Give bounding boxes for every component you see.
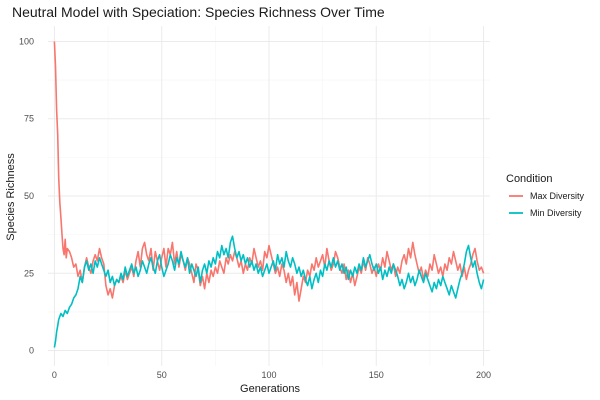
x-axis-ticks: 0 50 100 150 200 [52,370,491,380]
x-tick-label: 100 [261,370,276,380]
y-axis-title: Species Richness [5,153,17,241]
legend: Condition Max Diversity Min Diversity [506,173,585,218]
y-tick-label: 0 [29,346,34,356]
x-tick-label: 0 [52,370,57,380]
y-tick-label: 25 [24,268,34,278]
x-tick-label: 50 [157,370,167,380]
plot-gridlines [48,26,490,366]
chart-title: Neutral Model with Speciation: Species R… [12,4,385,20]
legend-label-max-diversity: Max Diversity [530,191,585,201]
x-tick-label: 150 [369,370,384,380]
legend-label-min-diversity: Min Diversity [530,208,582,218]
x-tick-label: 200 [476,370,491,380]
legend-items: Max Diversity Min Diversity [509,191,585,218]
series-line-min-diversity [53,235,485,348]
y-axis-ticks: 0 25 50 75 100 [19,36,34,355]
x-axis-title: Generations [240,383,300,395]
y-tick-label: 100 [19,36,34,46]
y-tick-label: 75 [24,114,34,124]
plot-series [53,41,485,348]
y-tick-label: 50 [24,191,34,201]
legend-title: Condition [506,173,552,185]
